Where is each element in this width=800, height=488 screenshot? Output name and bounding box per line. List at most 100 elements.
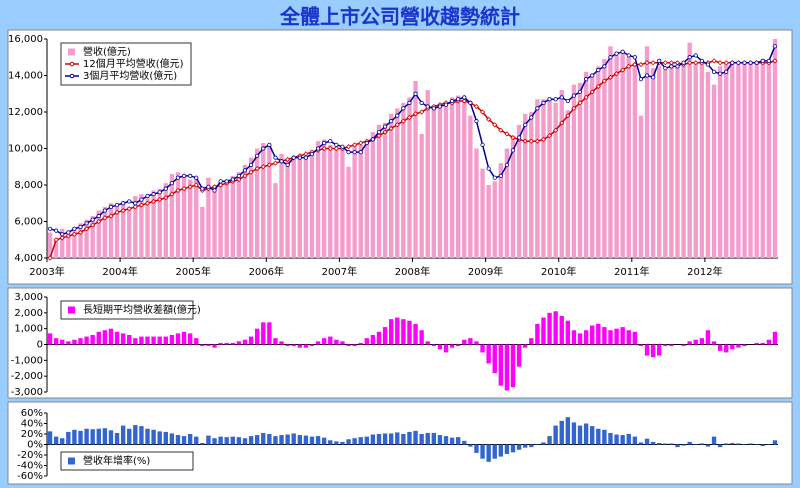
bar (346, 439, 351, 445)
bar (388, 433, 394, 445)
marker (72, 226, 77, 231)
y-tick-label: 40% (21, 419, 43, 430)
bar (632, 62, 638, 258)
bar (78, 223, 83, 258)
marker (529, 115, 534, 120)
marker (559, 95, 564, 100)
marker (565, 98, 570, 104)
y-tick-label: -60% (17, 471, 43, 482)
marker (395, 113, 400, 118)
chart-title: 全體上市公司營收趨勢統計 (279, 5, 520, 29)
bar (541, 317, 546, 345)
bar (547, 97, 552, 259)
marker (473, 103, 480, 110)
marker (224, 179, 229, 184)
marker (546, 133, 553, 139)
bar (279, 435, 284, 445)
bar (693, 339, 698, 345)
bar (309, 436, 315, 445)
bar (230, 342, 235, 345)
bar (321, 338, 327, 345)
marker (535, 106, 540, 111)
marker (255, 153, 260, 158)
marker (187, 184, 193, 190)
bar (577, 82, 583, 258)
bar (90, 216, 95, 258)
marker (188, 173, 193, 178)
bar (413, 430, 418, 445)
legend-swatch (68, 48, 75, 56)
bar (583, 330, 589, 345)
bar (84, 428, 89, 445)
bar (577, 425, 583, 445)
marker (96, 218, 102, 225)
bar (480, 344, 485, 353)
marker (242, 168, 248, 173)
marker (723, 60, 729, 66)
marker (114, 209, 120, 215)
bar (90, 429, 95, 445)
marker (742, 60, 747, 65)
marker (382, 124, 388, 129)
bar (425, 341, 430, 345)
bar (486, 185, 491, 258)
bar (742, 344, 747, 347)
bar (187, 333, 193, 345)
bar (139, 336, 144, 345)
marker (370, 137, 376, 142)
bar (382, 327, 388, 345)
bar (187, 434, 193, 445)
marker (717, 60, 723, 66)
marker (261, 146, 266, 151)
bar (663, 70, 668, 259)
bar (553, 102, 558, 258)
marker (340, 144, 345, 149)
bar (120, 333, 126, 345)
marker (358, 150, 363, 155)
bar (462, 339, 467, 345)
marker (498, 173, 503, 178)
bar (608, 432, 613, 445)
bar (212, 438, 217, 445)
marker (139, 197, 144, 202)
bar (218, 342, 223, 345)
marker (577, 89, 583, 95)
marker (559, 120, 565, 126)
bar (736, 443, 741, 445)
bar (425, 90, 430, 258)
bar (480, 168, 485, 258)
marker (163, 186, 168, 191)
bar (529, 338, 534, 345)
marker (431, 106, 436, 111)
bar (352, 438, 357, 445)
marker (163, 195, 169, 201)
bar (498, 444, 504, 457)
bar (492, 181, 497, 258)
bar (407, 320, 412, 345)
bar (565, 110, 571, 258)
bar (163, 183, 168, 258)
marker (687, 55, 692, 60)
bar (437, 104, 443, 258)
x-tick-label: 2004年 (102, 265, 137, 278)
bar (108, 203, 114, 258)
marker (285, 162, 290, 168)
bar (431, 344, 437, 347)
bar (175, 172, 181, 258)
bar (480, 444, 485, 459)
bar (78, 338, 83, 345)
marker (412, 111, 419, 117)
bar (388, 113, 394, 258)
marker (510, 148, 516, 153)
marker (571, 105, 577, 111)
marker (248, 169, 254, 175)
marker (651, 75, 656, 80)
bar (370, 132, 376, 258)
bar (206, 344, 211, 347)
marker (632, 55, 637, 60)
bar (772, 440, 778, 445)
bar (730, 442, 735, 445)
bar (632, 436, 638, 445)
bar (547, 312, 552, 345)
marker (711, 58, 717, 64)
